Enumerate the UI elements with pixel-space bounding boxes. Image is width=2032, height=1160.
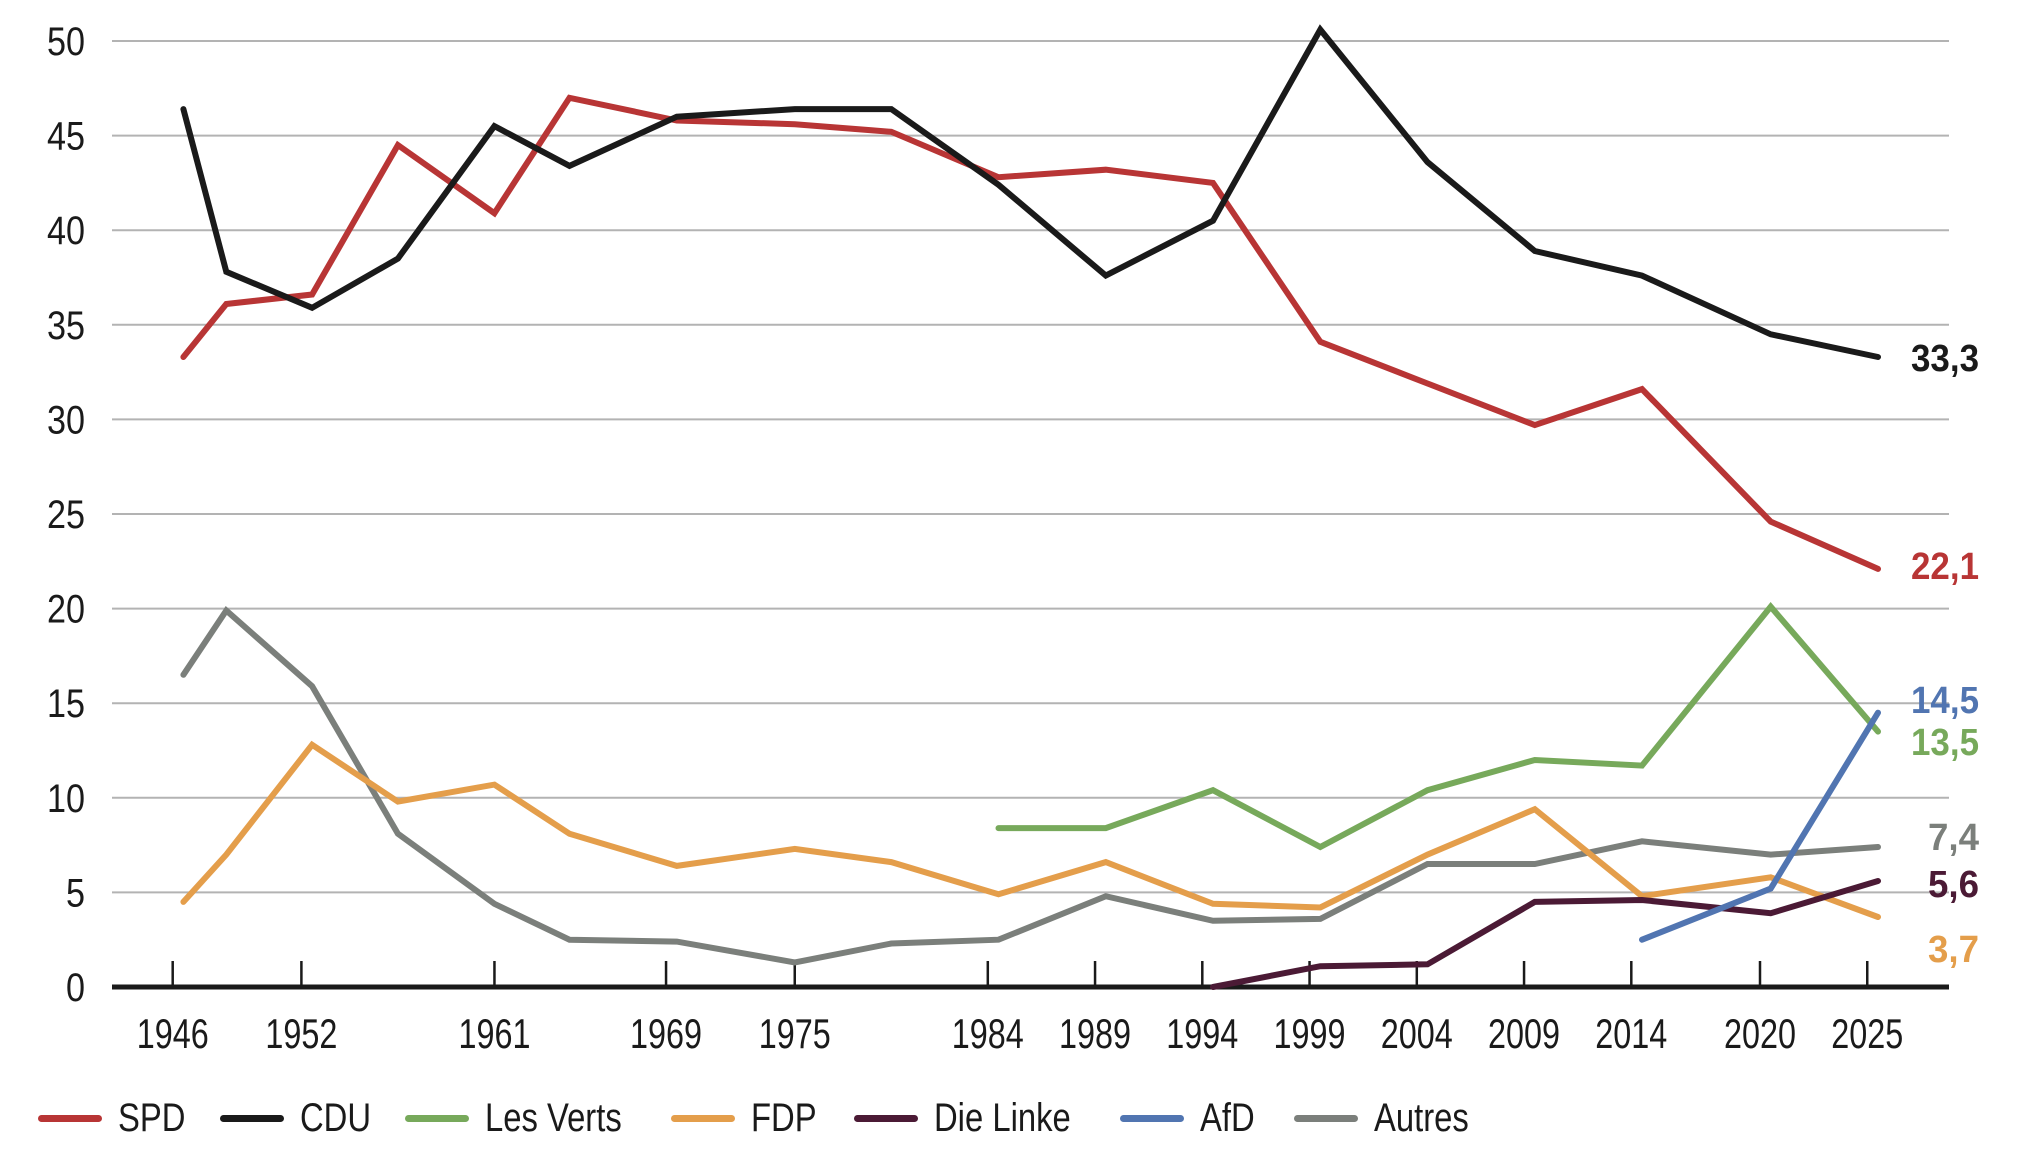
x-tick-label: 2025 [1831, 1010, 1903, 1057]
x-tick-label: 1994 [1166, 1010, 1238, 1057]
legend-swatch-spd [38, 1114, 102, 1122]
x-tick-label: 1961 [458, 1010, 530, 1057]
legend-label-cdu: CDU [300, 1095, 372, 1140]
end-label-les-verts: 13,5 [1911, 722, 1979, 764]
end-label-cdu: 33,3 [1911, 338, 1979, 380]
legend-swatch-fdp [671, 1114, 735, 1122]
legend-item-les-verts: Les Verts [405, 1090, 652, 1146]
y-tick-label: 40 [47, 209, 85, 253]
legend-item-die-linke: Die Linke [854, 1090, 1101, 1146]
x-tick-label: 2009 [1488, 1010, 1560, 1057]
legend-label-spd: SPD [118, 1095, 186, 1140]
series-lines [180, 24, 1881, 990]
x-tick-label: 1999 [1274, 1010, 1346, 1057]
legend-swatch-die-linke [854, 1114, 918, 1122]
end-label-die-linke: 5,6 [1928, 864, 1979, 906]
legend-label-les-verts: Les Verts [485, 1095, 622, 1140]
x-tick-label: 1975 [759, 1010, 831, 1057]
x-axis: 1946 1952 1961 1969 1975 1984 1989 1994 1999 2004… [112, 961, 1949, 1057]
y-tick-label: 20 [47, 588, 85, 632]
legend-item-fdp: FDP [671, 1090, 831, 1146]
y-tick-label: 5 [66, 871, 85, 915]
x-tick-label: 1969 [630, 1010, 702, 1057]
y-tick-label: 50 [47, 20, 85, 64]
legend-label-autres: Autres [1374, 1095, 1469, 1140]
y-tick-label: 0 [66, 966, 85, 1010]
end-label-spd: 22,1 [1911, 546, 1979, 588]
series-line-die-linke [1210, 878, 1881, 990]
y-tick-label: 30 [47, 398, 85, 442]
y-tick-label: 45 [47, 115, 85, 159]
y-axis-ticks: 0 5 10 15 20 25 30 35 40 45 50 [47, 20, 85, 1010]
end-label-autres: 7,4 [1928, 817, 1979, 859]
legend-item-afd: AfD [1120, 1090, 1267, 1146]
x-tick-label: 1946 [137, 1010, 209, 1057]
legend-item-cdu: CDU [220, 1090, 387, 1146]
legend-label-afd: AfD [1200, 1095, 1255, 1140]
y-tick-label: 25 [47, 493, 85, 537]
series-line-autres [180, 605, 1881, 966]
x-tick-label: 2014 [1595, 1010, 1667, 1057]
x-tick-label: 1989 [1059, 1010, 1131, 1057]
legend-swatch-cdu [220, 1114, 284, 1122]
legend-swatch-les-verts [405, 1114, 469, 1122]
series-line-spd [180, 94, 1881, 572]
series-line-les-verts [995, 602, 1881, 851]
series-line-afd [1639, 709, 1881, 943]
series-line-cdu [180, 24, 1881, 360]
legend-label-fdp: FDP [751, 1095, 817, 1140]
x-tick-label: 2020 [1724, 1010, 1796, 1057]
y-tick-label: 15 [47, 682, 85, 726]
series-line-fdp [180, 740, 1881, 920]
y-tick-label: 35 [47, 304, 85, 348]
y-tick-label: 10 [47, 777, 85, 821]
legend: SPD CDU Les Verts FDP Die Linke AfD Autr… [0, 1090, 2032, 1146]
legend-item-autres: Autres [1294, 1090, 1490, 1146]
legend-item-spd: SPD [38, 1090, 200, 1146]
end-labels: 22,1 33,3 13,5 3,7 5,6 14,5 7,4 [1911, 338, 1979, 971]
end-label-afd: 14,5 [1911, 680, 1979, 722]
x-tick-label: 1984 [952, 1010, 1024, 1057]
legend-swatch-autres [1294, 1114, 1358, 1122]
legend-swatch-afd [1120, 1114, 1184, 1122]
legend-label-die-linke: Die Linke [934, 1095, 1071, 1140]
x-tick-label: 2004 [1381, 1010, 1453, 1057]
end-label-fdp: 3,7 [1928, 929, 1979, 971]
x-tick-label: 1952 [265, 1010, 337, 1057]
